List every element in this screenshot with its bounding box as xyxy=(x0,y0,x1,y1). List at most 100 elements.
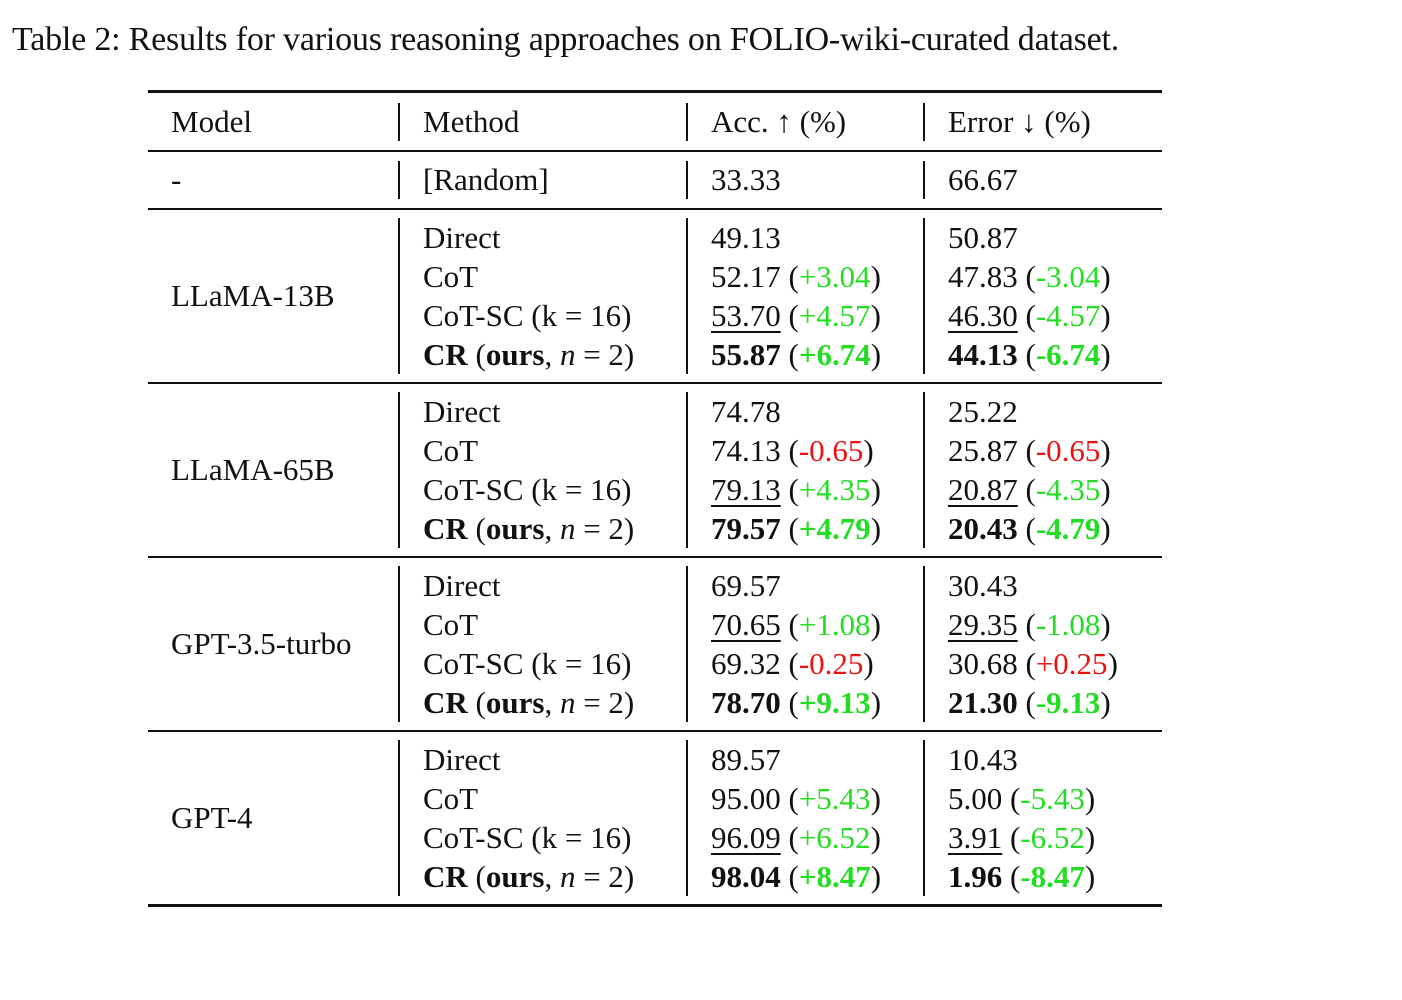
method-name: Direct xyxy=(423,742,501,777)
accuracy-lines: 89.57 95.00 (+5.43) 96.09 (+6.52) 98.04 (+8… xyxy=(711,740,923,896)
header-row: Model Method Acc. ↑ (%) Error ↓ (%) xyxy=(148,93,1162,150)
accuracy-cell: 74.13 (-0.65) xyxy=(711,433,874,468)
method-param-var: k xyxy=(541,472,558,507)
error-value: 20.43 xyxy=(948,511,1018,546)
method-cell: CoT-SC (k = 16) xyxy=(423,298,632,333)
method-name: CR xyxy=(423,511,468,546)
error-column: 10.43 5.00 (-5.43) 3.91 (-6.52) 1.96 (-8.47… xyxy=(923,740,1162,896)
accuracy-delta: +8.47 xyxy=(798,859,871,894)
error-value: 25.87 xyxy=(948,433,1018,468)
accuracy-cell: 79.57 (+4.79) xyxy=(711,511,882,546)
group-rule xyxy=(148,730,1162,732)
error-cell: 21.30 (-9.13) xyxy=(948,685,1111,720)
accuracy-delta: +6.74 xyxy=(798,337,871,372)
error-cell: 3.91 (-6.52) xyxy=(948,820,1096,855)
bottom-rule xyxy=(148,904,1162,907)
method-cell: CoT-SC (k = 16) xyxy=(423,472,632,507)
method-name: CR xyxy=(423,337,468,372)
method-name: CoT xyxy=(423,607,479,642)
error-delta: -3.04 xyxy=(1035,259,1101,294)
top-rule xyxy=(148,90,1162,93)
accuracy-value: 49.13 xyxy=(711,220,781,255)
accuracy-value: 89.57 xyxy=(711,742,781,777)
method-name: CoT xyxy=(423,433,479,468)
accuracy-cell: 95.00 (+5.43) xyxy=(711,781,881,816)
method-param-var: k xyxy=(541,820,558,855)
method-cell: CoT xyxy=(423,605,686,644)
random-error: 66.67 xyxy=(923,161,1162,199)
method-name: Direct xyxy=(423,394,501,429)
accuracy-cell: 49.13 xyxy=(711,218,923,257)
accuracy-cell: 55.87 (+6.74) xyxy=(711,337,882,372)
method-cell: Direct xyxy=(423,566,686,605)
method-param-var: k xyxy=(541,646,558,681)
accuracy-value: 98.04 xyxy=(711,859,781,894)
error-value: 47.83 xyxy=(948,259,1018,294)
accuracy-column: 89.57 95.00 (+5.43) 96.09 (+6.52) 98.04 (+8… xyxy=(686,740,923,896)
method-cell: CoT xyxy=(423,779,686,818)
method-cell: CoT-SC (k = 16) xyxy=(423,820,632,855)
method-name: CoT-SC xyxy=(423,820,524,855)
accuracy-cell: 53.70 (+4.57) xyxy=(711,298,881,333)
error-value: 25.22 xyxy=(948,394,1018,429)
error-lines: 50.87 47.83 (-3.04) 46.30 (-4.57) 44.13 (-6… xyxy=(948,218,1162,374)
model-group-llama-13b: LLaMA-13B Direct CoT CoT-SC (k = 16) CR (our… xyxy=(148,210,1162,382)
error-cell: 30.68 (+0.25) xyxy=(948,646,1118,681)
accuracy-cell: 96.09 (+6.52) xyxy=(711,820,881,855)
accuracy-value: 74.13 xyxy=(711,433,781,468)
method-lines: Direct CoT CoT-SC (k = 16) CR (ours, n = 2) xyxy=(423,218,686,374)
error-delta: -9.13 xyxy=(1035,685,1101,720)
method-cell: Direct xyxy=(423,740,686,779)
error-lines: 30.43 29.35 (-1.08) 30.68 (+0.25) 21.30 (-9… xyxy=(948,566,1162,722)
method-lines: Direct CoT CoT-SC (k = 16) CR (ours, n = 2) xyxy=(423,392,686,548)
method-cell: CoT xyxy=(423,431,686,470)
error-value: 3.91 xyxy=(948,820,1003,855)
method-param-var: n xyxy=(559,859,576,894)
accuracy-delta: +1.08 xyxy=(798,607,871,642)
method-name: CoT-SC xyxy=(423,298,524,333)
method-cell: CR (ours, n = 2) xyxy=(423,511,635,546)
accuracy-value: 70.65 xyxy=(711,607,781,642)
error-delta: -6.74 xyxy=(1035,337,1101,372)
group-rule xyxy=(148,556,1162,558)
error-cell: 1.96 (-8.47) xyxy=(948,859,1096,894)
header-model: Model xyxy=(171,103,252,139)
error-delta: -4.57 xyxy=(1035,298,1101,333)
method-param-var: n xyxy=(559,685,576,720)
header-accuracy: Acc. ↑ (%) xyxy=(686,102,923,141)
method-param-var: k xyxy=(541,298,558,333)
error-value: 29.35 xyxy=(948,607,1018,642)
model-name: GPT-4 xyxy=(171,800,253,835)
error-value: 5.00 xyxy=(948,781,1003,816)
random-baseline-row: - [Random] 33.33 66.67 xyxy=(148,152,1162,208)
model-cell: LLaMA-65B xyxy=(148,392,398,548)
method-cell: Direct xyxy=(423,218,686,257)
error-value: 10.43 xyxy=(948,742,1018,777)
error-delta: -1.08 xyxy=(1035,607,1101,642)
error-cell: 47.83 (-3.04) xyxy=(948,259,1111,294)
method-tag: ours xyxy=(485,511,545,546)
method-column: Direct CoT CoT-SC (k = 16) CR (ours, n = 2) xyxy=(398,218,686,374)
accuracy-delta: +5.43 xyxy=(798,781,871,816)
error-value: 46.30 xyxy=(948,298,1018,333)
error-value: 30.68 xyxy=(948,646,1018,681)
model-name: GPT-3.5-turbo xyxy=(171,626,352,661)
group-rule xyxy=(148,382,1162,384)
model-cell: GPT-4 xyxy=(148,740,398,896)
method-cell: CR (ours, n = 2) xyxy=(423,859,635,894)
accuracy-lines: 74.78 74.13 (-0.65) 79.13 (+4.35) 79.57 (+4… xyxy=(711,392,923,548)
model-cell: LLaMA-13B xyxy=(148,218,398,374)
accuracy-value: 69.32 xyxy=(711,646,781,681)
method-cell: CoT-SC (k = 16) xyxy=(423,646,632,681)
accuracy-value: 69.57 xyxy=(711,568,781,603)
error-cell: 20.43 (-4.79) xyxy=(948,511,1111,546)
error-delta: -5.43 xyxy=(1020,781,1085,816)
accuracy-value: 79.13 xyxy=(711,472,781,507)
error-column: 30.43 29.35 (-1.08) 30.68 (+0.25) 21.30 (-9… xyxy=(923,566,1162,722)
method-cell: CR (ours, n = 2) xyxy=(423,337,635,372)
method-lines: Direct CoT CoT-SC (k = 16) CR (ours, n = 2) xyxy=(423,566,686,722)
method-name: CoT xyxy=(423,259,479,294)
model-name: LLaMA-13B xyxy=(171,278,335,313)
random-accuracy: 33.33 xyxy=(686,161,923,199)
accuracy-lines: 69.57 70.65 (+1.08) 69.32 (-0.25) 78.70 (+9… xyxy=(711,566,923,722)
